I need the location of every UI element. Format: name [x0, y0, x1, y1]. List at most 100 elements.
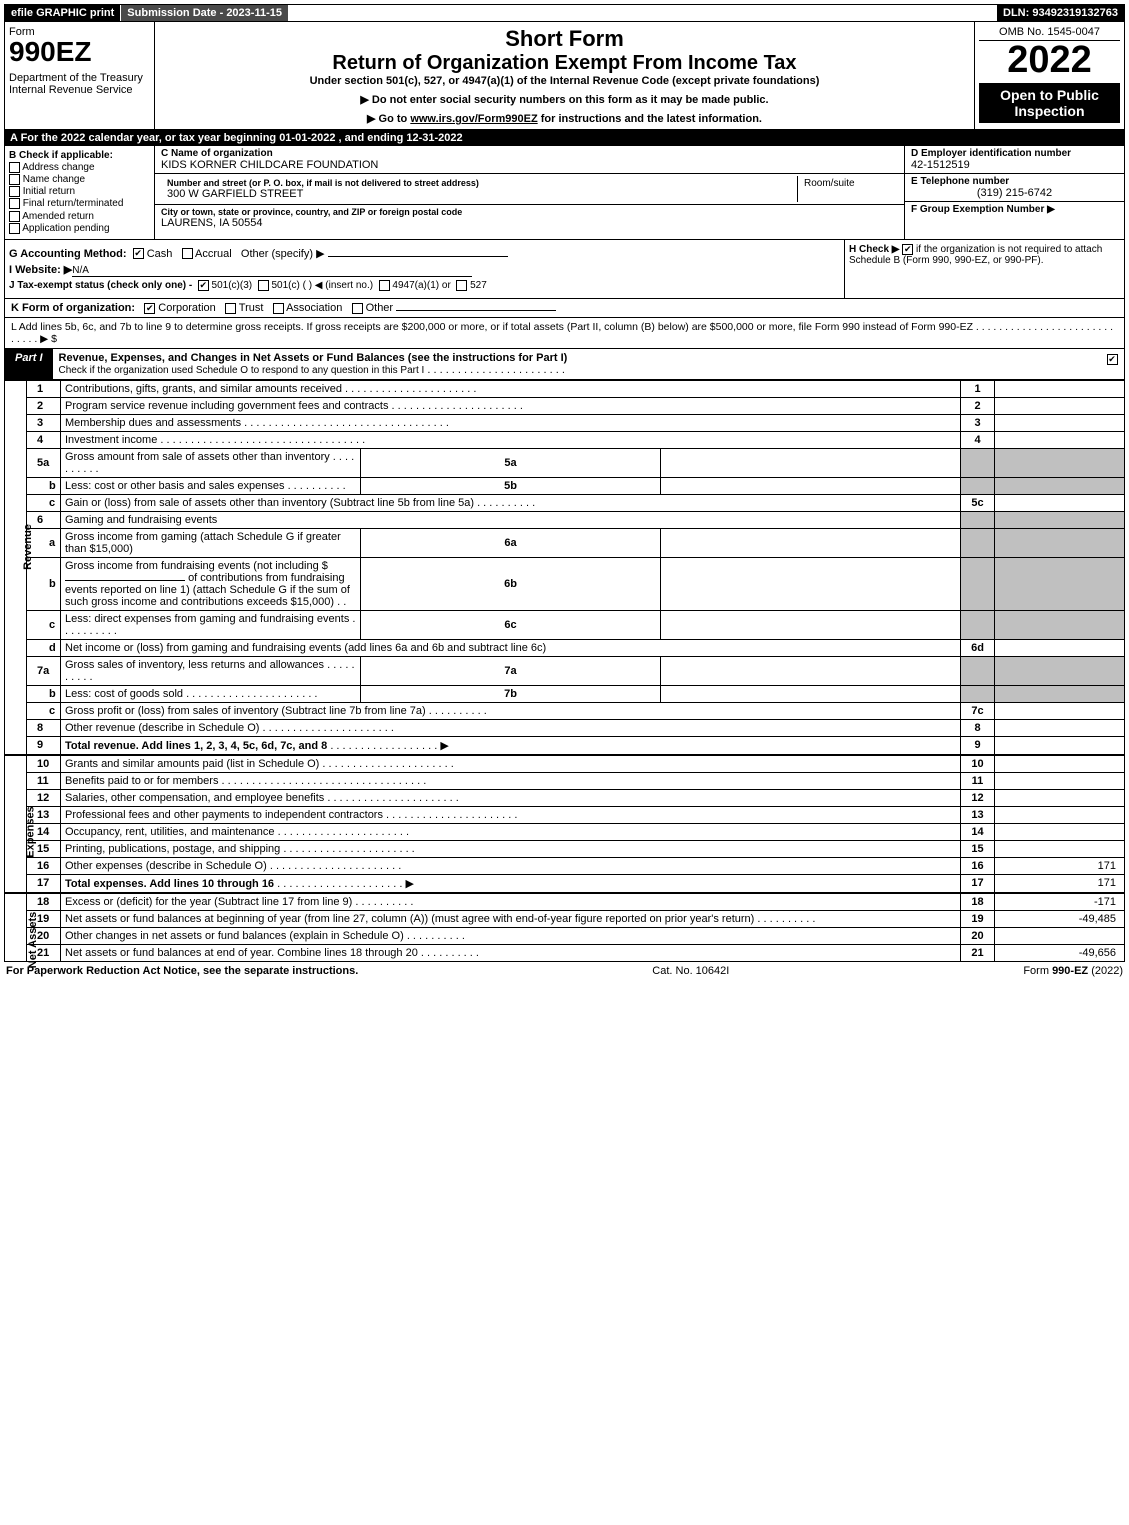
chk-cash[interactable]: ✔ — [133, 248, 144, 259]
spacer — [288, 5, 997, 21]
table-row: 15Printing, publications, postage, and s… — [27, 840, 1125, 857]
form-header: Form 990EZ Department of the Treasury In… — [4, 22, 1125, 130]
chk-4947[interactable] — [379, 280, 390, 291]
form-number: 990EZ — [9, 38, 150, 66]
chk-name-change-label: Name change — [23, 174, 85, 185]
table-row: 3Membership dues and assessments3 — [27, 414, 1125, 431]
ghi-left: G Accounting Method: ✔ Cash Accrual Othe… — [5, 240, 844, 298]
chk-527[interactable] — [456, 280, 467, 291]
website-value: N/A — [72, 265, 472, 277]
chk-trust-label: Trust — [239, 302, 264, 314]
table-row: 4Investment income4 — [27, 431, 1125, 448]
irs-link[interactable]: www.irs.gov/Form990EZ — [410, 113, 537, 125]
efile-link[interactable]: efile GRAPHIC print — [5, 5, 120, 21]
chk-501c3[interactable]: ✔ — [198, 280, 209, 291]
table-row: 18Excess or (deficit) for the year (Subt… — [27, 893, 1125, 910]
chk-schedule-b[interactable]: ✔ — [902, 244, 913, 255]
section-g-h-i-j: G Accounting Method: ✔ Cash Accrual Othe… — [4, 240, 1125, 299]
table-row: 20Other changes in net assets or fund ba… — [27, 927, 1125, 944]
table-row: bLess: cost of goods sold7b — [27, 685, 1125, 702]
side-label-expenses: Expenses — [4, 755, 26, 893]
net-assets-table: 18Excess or (deficit) for the year (Subt… — [26, 893, 1125, 962]
chk-corporation[interactable]: ✔ — [144, 303, 155, 314]
footer-right-bold: 990-EZ — [1052, 965, 1088, 977]
table-row: 13Professional fees and other payments t… — [27, 806, 1125, 823]
part-i-check[interactable]: ✔ — [1100, 349, 1124, 379]
table-row: 21Net assets or fund balances at end of … — [27, 944, 1125, 961]
chk-app-pending-label: Application pending — [22, 223, 109, 234]
goto-prefix: ▶ Go to — [367, 113, 410, 125]
city-label: City or town, state or province, country… — [161, 207, 898, 217]
tax-exempt-label: J Tax-exempt status (check only one) - — [9, 280, 192, 291]
part-i-body: Revenue 1Contributions, gifts, grants, a… — [4, 380, 1125, 755]
r6b-t2: of contributions from fundraising events… — [65, 572, 350, 608]
street-address: 300 W GARFIELD STREET — [167, 188, 791, 200]
table-row: 10Grants and similar amounts paid (list … — [27, 755, 1125, 772]
chk-final-return-label: Final return/terminated — [23, 199, 124, 210]
expenses-table: 10Grants and similar amounts paid (list … — [26, 755, 1125, 893]
short-form-title: Short Form — [159, 26, 970, 52]
part-i-title: Revenue, Expenses, and Changes in Net As… — [53, 349, 1100, 379]
chk-association[interactable] — [273, 303, 284, 314]
return-title: Return of Organization Exempt From Incom… — [159, 52, 970, 75]
tax-year: 2022 — [979, 41, 1120, 79]
table-row: 2Program service revenue including gover… — [27, 397, 1125, 414]
part-i-subnote: Check if the organization used Schedule … — [59, 365, 425, 376]
table-row: 12Salaries, other compensation, and empl… — [27, 789, 1125, 806]
table-row: aGross income from gaming (attach Schedu… — [27, 528, 1125, 557]
chk-app-pending[interactable]: Application pending — [9, 223, 150, 234]
box-b-label: B Check if applicable: — [9, 150, 150, 161]
chk-trust[interactable] — [225, 303, 236, 314]
chk-initial-return-label: Initial return — [23, 186, 75, 197]
page-footer: For Paperwork Reduction Act Notice, see … — [4, 962, 1125, 980]
table-row: 17Total expenses. Add lines 10 through 1… — [27, 874, 1125, 892]
org-name-label: C Name of organization — [161, 148, 898, 159]
line-h: H Check ▶ ✔ if the organization is not r… — [844, 240, 1124, 298]
chk-accrual-label: Accrual — [195, 248, 232, 260]
chk-accrual[interactable] — [182, 248, 193, 259]
chk-cash-label: Cash — [147, 248, 173, 260]
table-row: 19Net assets or fund balances at beginni… — [27, 910, 1125, 927]
revenue-table: 1Contributions, gifts, grants, and simil… — [26, 380, 1125, 755]
chk-association-label: Association — [286, 302, 342, 314]
chk-final-return[interactable]: Final return/terminated — [9, 198, 150, 209]
chk-501c[interactable] — [258, 280, 269, 291]
chk-amended-return[interactable]: Amended return — [9, 211, 150, 222]
table-row: bGross income from fundraising events (n… — [27, 557, 1125, 610]
net-assets-section: Net Assets 18Excess or (deficit) for the… — [4, 893, 1125, 962]
tel-value: (319) 215-6742 — [911, 187, 1118, 199]
footer-catalog: Cat. No. 10642I — [652, 965, 729, 977]
r17-bold: Total expenses. Add lines 10 through 16 — [65, 878, 274, 890]
chk-initial-return[interactable]: Initial return — [9, 186, 150, 197]
acct-method-label: G Accounting Method: — [9, 248, 127, 260]
footer-right: Form 990-EZ (2022) — [1023, 965, 1123, 977]
room-suite-label: Room/suite — [798, 176, 898, 202]
table-row: cGain or (loss) from sale of assets othe… — [27, 494, 1125, 511]
box-b: B Check if applicable: Address change Na… — [5, 146, 155, 239]
chk-name-change[interactable]: Name change — [9, 174, 150, 185]
section-b-c-d: B Check if applicable: Address change Na… — [4, 146, 1125, 240]
box-d-e-f: D Employer identification number 42-1512… — [904, 146, 1124, 239]
goto-note: ▶ Go to www.irs.gov/Form990EZ for instru… — [159, 112, 970, 125]
chk-other-org[interactable] — [352, 303, 363, 314]
chk-address-change[interactable]: Address change — [9, 162, 150, 173]
part-i-heading: Revenue, Expenses, and Changes in Net As… — [59, 352, 568, 364]
tel-label: E Telephone number — [911, 176, 1118, 187]
under-section: Under section 501(c), 527, or 4947(a)(1)… — [159, 75, 970, 87]
city-state-zip: LAURENS, IA 50554 — [161, 217, 898, 229]
r9-bold: Total revenue. Add lines 1, 2, 3, 4, 5c,… — [65, 740, 327, 752]
expenses-section: Expenses 10Grants and similar amounts pa… — [4, 755, 1125, 893]
table-row: 9Total revenue. Add lines 1, 2, 3, 4, 5c… — [27, 736, 1125, 754]
table-row: dNet income or (loss) from gaming and fu… — [27, 639, 1125, 656]
side-label-net-assets: Net Assets — [4, 893, 26, 962]
chk-501c3-label: 501(c)(3) — [212, 280, 253, 291]
part-i-header: Part I Revenue, Expenses, and Changes in… — [4, 349, 1125, 380]
acct-other-label: Other (specify) ▶ — [241, 248, 325, 260]
table-row: 5aGross amount from sale of assets other… — [27, 448, 1125, 477]
group-exemption-label: F Group Exemption Number ▶ — [911, 204, 1118, 215]
goto-suffix: for instructions and the latest informat… — [538, 113, 762, 125]
dept-label: Department of the Treasury Internal Reve… — [9, 72, 150, 96]
dln: DLN: 93492319132763 — [997, 5, 1124, 21]
table-row: 7aGross sales of inventory, less returns… — [27, 656, 1125, 685]
table-row: 11Benefits paid to or for members11 — [27, 772, 1125, 789]
